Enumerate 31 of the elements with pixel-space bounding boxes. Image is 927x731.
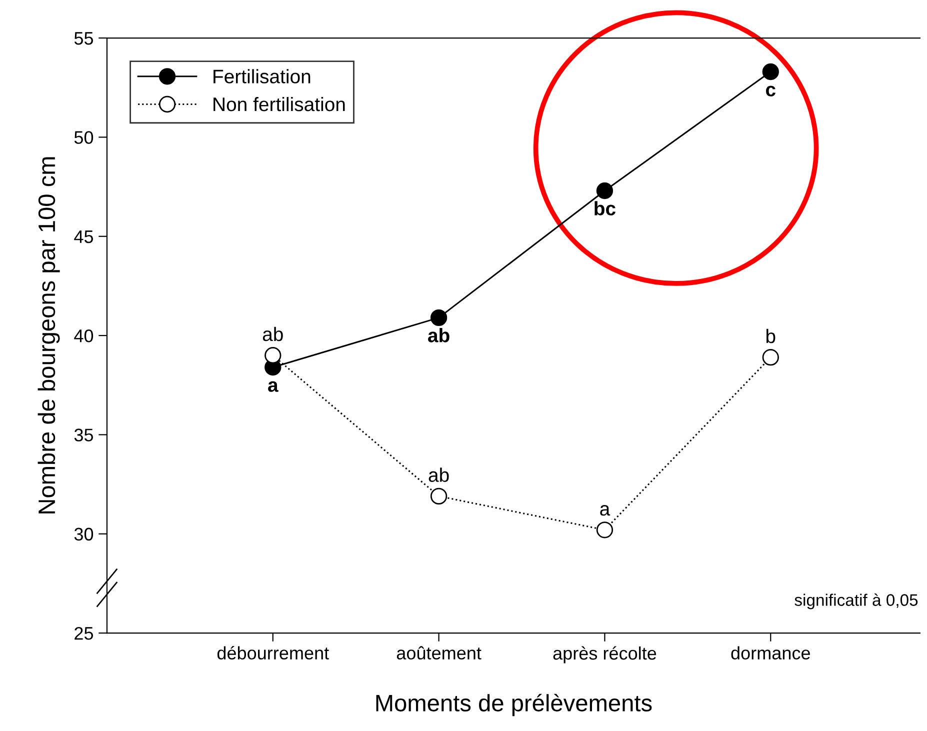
point bbox=[264, 347, 282, 364]
point bbox=[596, 182, 614, 200]
annotation: ab bbox=[428, 328, 450, 342]
y-tick-label: 30 bbox=[74, 528, 94, 541]
annotation: significatif à 0,05 bbox=[794, 594, 918, 610]
y-tick-label: 50 bbox=[74, 131, 94, 144]
point bbox=[430, 309, 448, 326]
annotation: bc bbox=[594, 201, 616, 216]
annotation: a bbox=[600, 505, 610, 516]
annotation: a bbox=[268, 381, 278, 392]
annotation: ab bbox=[428, 468, 449, 482]
y-tick-label: 25 bbox=[74, 626, 94, 640]
annotation: ab bbox=[262, 326, 283, 342]
point bbox=[762, 349, 779, 366]
point bbox=[596, 522, 614, 538]
annotation: c bbox=[766, 86, 776, 96]
x-tick-label: dormance bbox=[731, 646, 810, 660]
legend-label: Non fertilisation bbox=[214, 96, 345, 112]
y-tick-label: 45 bbox=[74, 230, 94, 244]
annotation: b bbox=[766, 328, 776, 344]
point bbox=[762, 63, 779, 80]
y-tick-label: 35 bbox=[74, 428, 94, 442]
legend-label: Fertilisation bbox=[214, 69, 310, 84]
x-tick-label: après récolte bbox=[553, 646, 656, 664]
x-axis-title: Moments de prélèvements bbox=[376, 694, 652, 716]
y-tick-label: 40 bbox=[74, 329, 94, 342]
x-tick-label: aoûtement bbox=[396, 646, 482, 660]
y-tick-label: 55 bbox=[74, 32, 94, 45]
point bbox=[430, 488, 448, 505]
y-axis-title: Nombre de bourgeons par 100 cm bbox=[38, 157, 60, 514]
x-tick-label: débourrement bbox=[217, 646, 329, 660]
